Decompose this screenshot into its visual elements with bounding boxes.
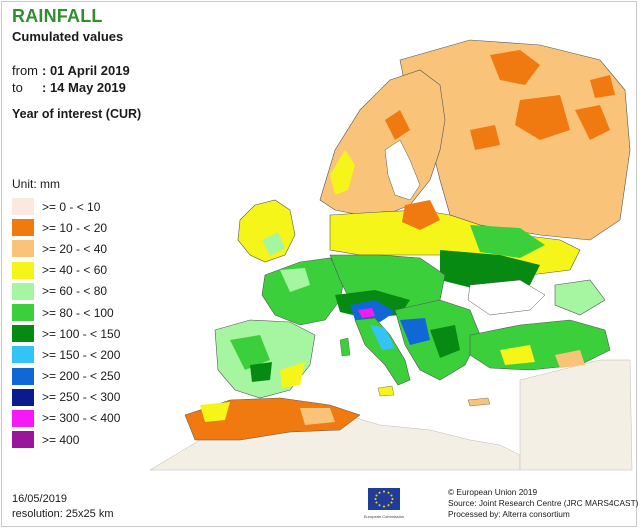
legend-label: >= 250 - < 300: [42, 390, 121, 405]
turkey-orange: [555, 350, 585, 368]
copyright: © European Union 2019: [448, 487, 538, 497]
italy-region: [354, 317, 411, 386]
legend-row: >= 60 - < 80: [12, 281, 120, 302]
baltic-sea: [384, 139, 421, 201]
legend-row: >= 400: [12, 429, 120, 450]
legend-row: >= 0 - < 10: [12, 196, 120, 217]
legend-label: >= 100 - < 150: [42, 326, 121, 341]
black-sea: [467, 279, 546, 316]
legend-row: >= 40 - < 60: [12, 260, 120, 281]
logo-caption: European Commission: [363, 514, 405, 519]
legend-swatch: [12, 346, 34, 364]
legend-row: >= 80 - < 100: [12, 302, 120, 323]
legend-swatch: [12, 219, 34, 237]
map-subtitle: Cumulated values: [12, 29, 124, 44]
iberia-yellow: [280, 362, 305, 388]
period-from: from : 01 April 2019: [12, 63, 130, 78]
legend-label: >= 10 - < 20: [42, 220, 108, 235]
island: [339, 337, 351, 357]
middle-east-landmass: [519, 359, 633, 471]
caucasus-region: [554, 279, 606, 316]
european-commission-logo: [368, 488, 400, 510]
legend-row: >= 200 - < 250: [12, 366, 120, 387]
to-label: to: [12, 80, 23, 95]
russia-orange-patch: [575, 105, 610, 140]
legend-label: >= 60 - < 80: [42, 284, 108, 299]
legend-swatch: [12, 388, 34, 406]
legend-label: >= 200 - < 250: [42, 369, 121, 384]
legend-label: >= 300 - < 400: [42, 411, 121, 426]
to-value: : 14 May 2019: [42, 80, 126, 95]
legend-swatch: [12, 431, 34, 449]
turkey-yellow: [500, 345, 535, 365]
legend-row: >= 150 - < 200: [12, 344, 120, 365]
balkans-blue: [400, 318, 430, 345]
russia-orange-patch: [590, 75, 615, 98]
scandinavia-orange: [385, 110, 410, 140]
legend-row: >= 20 - < 40: [12, 238, 120, 259]
legend-swatch: [12, 304, 34, 322]
russia-orange-patch: [470, 125, 500, 150]
map-title: RAINFALL: [12, 6, 103, 26]
legend-label: >= 150 - < 200: [42, 347, 121, 362]
from-value: : 01 April 2019: [42, 63, 130, 78]
balkans-dark: [430, 325, 460, 358]
alps-magenta: [358, 308, 375, 318]
italy-blue: [370, 325, 395, 350]
legend-row: >= 250 - < 300: [12, 387, 120, 408]
iberia-dark: [250, 362, 272, 382]
legend: >= 0 - < 10 >= 10 - < 20 >= 20 - < 40 >= 40…: [12, 196, 120, 450]
russia-orange-patch: [490, 50, 540, 85]
poland-orange: [402, 200, 440, 230]
france-light: [280, 268, 310, 292]
legend-row: >= 100 - < 150: [12, 323, 120, 344]
resolution-label: resolution: 25x25 km: [12, 508, 114, 520]
legend-row: >= 10 - < 20: [12, 217, 120, 238]
uk-green: [262, 232, 285, 256]
source: Source: Joint Research Centre (JRC MARS4…: [448, 498, 639, 508]
belarus-green: [470, 225, 545, 258]
legend-swatch: [12, 367, 34, 385]
legend-row: >= 300 - < 400: [12, 408, 120, 429]
legend-swatch: [12, 409, 34, 427]
legend-label: >= 20 - < 40: [42, 241, 108, 256]
north-africa-yellow: [200, 402, 230, 422]
date-label: 16/05/2019: [12, 493, 68, 505]
period-to: to : 14 May 2019: [12, 80, 126, 95]
processed-by: Processed by: Alterra consortium: [448, 509, 570, 519]
legend-swatch: [12, 325, 34, 343]
legend-label: >= 40 - < 60: [42, 263, 108, 278]
north-africa-light: [300, 408, 335, 425]
legend-label: >= 400: [42, 432, 80, 447]
iberia-green: [230, 335, 270, 370]
legend-swatch: [12, 261, 34, 279]
legend-swatch: [12, 198, 34, 216]
credits: © European Union 2019 Source: Joint Rese…: [448, 487, 638, 520]
legend-label: >= 80 - < 100: [42, 305, 114, 320]
year-of-interest: Year of interest (CUR): [12, 107, 142, 121]
ukraine-green: [440, 250, 540, 290]
legend-swatch: [12, 240, 34, 258]
island: [377, 385, 395, 397]
legend-unit: Unit: mm: [12, 177, 60, 191]
from-label: from: [12, 63, 38, 78]
legend-label: >= 0 - < 10: [42, 199, 101, 214]
legend-swatch: [12, 282, 34, 300]
island: [467, 397, 491, 407]
scandinavia-yellow: [330, 150, 355, 195]
russia-orange-patch: [515, 95, 570, 140]
